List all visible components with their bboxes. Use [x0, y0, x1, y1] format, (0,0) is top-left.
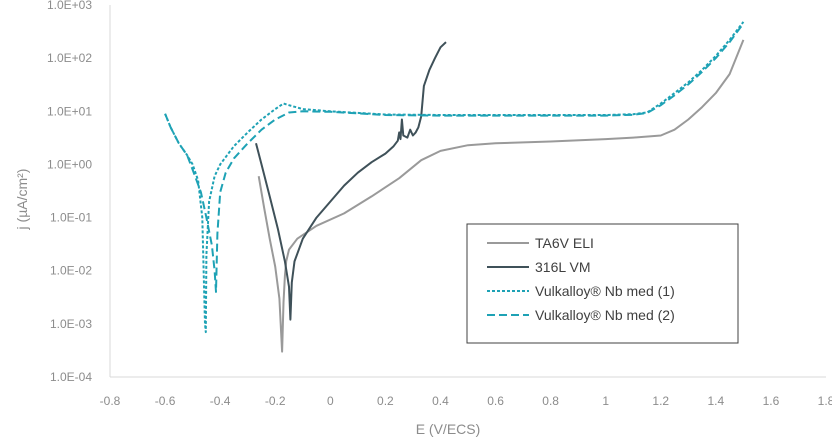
- x-axis-ticks: -0.8 -0.6 -0.4 -0.2 0 0.2 0.4 0.6 0.8 1 1.2 1.4 1.6 1…: [100, 394, 832, 408]
- x-tick-label: 1.6: [763, 394, 780, 408]
- x-tick-label: 1.2: [652, 394, 669, 408]
- y-tick-label: 1.0E+03: [47, 0, 92, 12]
- x-tick-label: -0.2: [265, 394, 286, 408]
- x-tick-label: 0.8: [542, 394, 559, 408]
- x-tick-label: 1.8: [818, 394, 832, 408]
- y-tick-label: 1.0E+00: [47, 157, 92, 171]
- x-tick-label: 1.4: [708, 394, 725, 408]
- y-tick-label: 1.0E-04: [50, 370, 92, 384]
- series-line-2: [255, 41, 447, 321]
- legend-label-4: Vulkalloy® Nb med (2): [535, 307, 675, 323]
- x-tick-label: 0.6: [487, 394, 504, 408]
- y-axis-ticks: 1.0E-04 1.0E-03 1.0E-02 1.0E-01 1.0E+00 1.0E+…: [47, 0, 92, 384]
- x-axis-title: E (V/ECS): [416, 421, 481, 437]
- legend-label-1: TA6V ELI: [535, 235, 594, 251]
- series-line-4: [164, 22, 745, 293]
- x-tick-label: 0.4: [432, 394, 449, 408]
- y-tick-label: 1.0E+01: [47, 104, 92, 118]
- legend-items: TA6V ELI 316L VM Vulkalloy® Nb med (1) Vulk…: [487, 235, 675, 323]
- axes: -0.8 -0.6 -0.4 -0.2 0 0.2 0.4 0.6 0.8 1 1.2 1.4 1.6 1…: [47, 0, 832, 408]
- y-axis-title: j (µA/cm²): [14, 169, 30, 231]
- series-line-3: [164, 21, 745, 334]
- series-lines: [164, 21, 745, 353]
- x-tick-label: 1: [602, 394, 609, 408]
- x-tick-label: -0.8: [100, 394, 121, 408]
- y-tick-label: 1.0E-01: [50, 211, 92, 225]
- legend: TA6V ELI 316L VM Vulkalloy® Nb med (1) Vulk…: [466, 223, 739, 344]
- y-tick-label: 1.0E-02: [50, 264, 92, 278]
- series-line-1: [257, 39, 745, 353]
- legend-label-2: 316L VM: [535, 259, 591, 275]
- x-tick-label: -0.4: [210, 394, 231, 408]
- y-tick-label: 1.0E+02: [47, 51, 92, 65]
- x-tick-label: 0.2: [377, 394, 394, 408]
- y-tick-label: 1.0E-03: [50, 317, 92, 331]
- x-tick-label: 0: [327, 394, 334, 408]
- x-tick-label: -0.6: [155, 394, 176, 408]
- legend-label-3: Vulkalloy® Nb med (1): [535, 283, 675, 299]
